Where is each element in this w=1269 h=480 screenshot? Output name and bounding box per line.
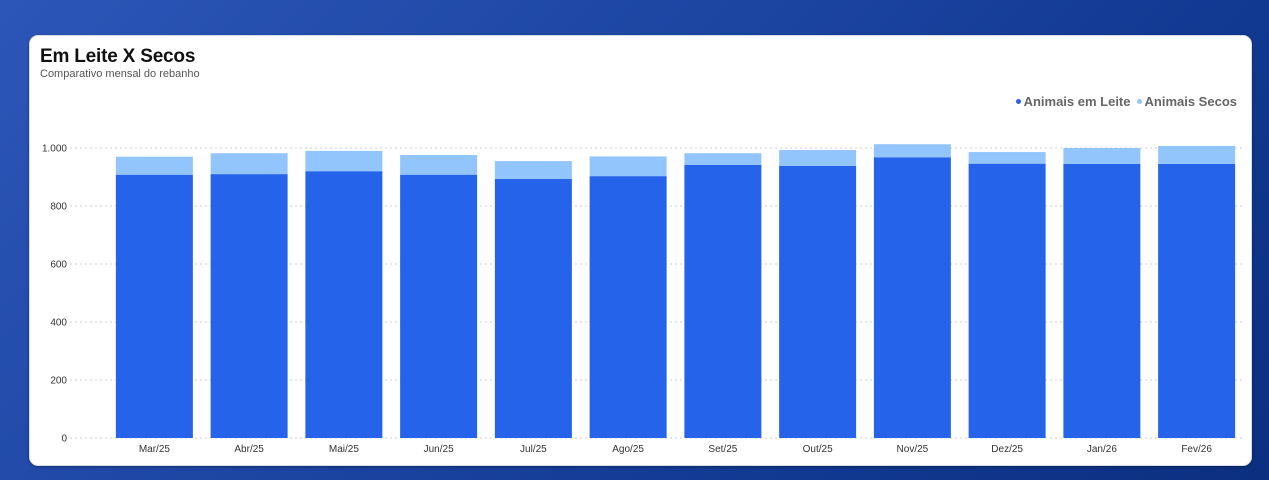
bar-em-leite[interactable]: [494, 179, 572, 438]
legend-item-secos[interactable]: Animais Secos: [1136, 94, 1238, 109]
bar-secos[interactable]: [210, 153, 288, 175]
x-tick-label: Nov/25: [897, 444, 929, 455]
bar-em-leite[interactable]: [1063, 163, 1141, 438]
bar-secos[interactable]: [779, 150, 857, 166]
bar-em-leite[interactable]: [305, 171, 383, 438]
x-tick-label: Abr/25: [234, 444, 264, 455]
bar-secos[interactable]: [305, 150, 383, 172]
legend-marker-em-leite: [1015, 99, 1021, 104]
bar-secos[interactable]: [115, 156, 193, 175]
axis-layer: 0 200 400 600 800 1.000 Mar/25 Abr/25 Mai/25 Jun/…: [42, 144, 1212, 456]
x-tick-label: Dez/25: [991, 444, 1023, 455]
x-tick-label: Jun/25: [424, 444, 454, 455]
x-tick-label: Mar/25: [139, 444, 171, 455]
y-tick-label: 800: [50, 202, 67, 213]
x-tick-label: Fev/26: [1181, 444, 1212, 455]
bar-secos[interactable]: [684, 153, 762, 165]
bar-layer: [115, 144, 1236, 439]
x-tick-label: Jul/25: [520, 444, 547, 455]
chart-card: Em Leite X Secos Comparativo mensal do r…: [29, 35, 1252, 466]
y-tick-label: 1.000: [42, 144, 67, 155]
chart-legend: Animais em Leite Animais Secos: [1015, 94, 1238, 109]
bar-em-leite[interactable]: [400, 174, 478, 438]
y-tick-label: 200: [50, 376, 67, 387]
bar-secos[interactable]: [1158, 145, 1236, 164]
chart-title: Em Leite X Secos: [40, 46, 196, 67]
legend-marker-secos: [1136, 99, 1142, 104]
bar-secos[interactable]: [968, 152, 1046, 164]
legend-item-em-leite[interactable]: Animais em Leite: [1015, 94, 1131, 109]
x-tick-label: Ago/25: [612, 444, 644, 455]
bar-secos[interactable]: [873, 144, 951, 158]
bar-em-leite[interactable]: [115, 174, 193, 438]
stacked-bar-chart: 0 200 400 600 800 1.000 Mar/25 Abr/25 Mai/25 Jun/…: [42, 144, 1244, 456]
bar-em-leite[interactable]: [210, 174, 288, 438]
bar-em-leite[interactable]: [779, 165, 857, 439]
legend-label-secos: Animais Secos: [1144, 94, 1238, 109]
x-tick-label: Mai/25: [329, 444, 359, 455]
y-tick-label: 600: [50, 260, 67, 271]
chart-subtitle: Comparativo mensal do rebanho: [40, 68, 200, 80]
x-tick-label: Set/25: [708, 444, 737, 455]
bar-em-leite[interactable]: [873, 157, 951, 438]
bar-em-leite[interactable]: [968, 163, 1046, 438]
bar-secos[interactable]: [400, 154, 478, 175]
y-tick-label: 400: [50, 318, 67, 329]
bar-secos[interactable]: [1063, 148, 1141, 164]
x-tick-label: Jan/26: [1087, 444, 1117, 455]
legend-label-em-leite: Animais em Leite: [1023, 94, 1131, 109]
y-tick-label: 0: [61, 434, 67, 445]
x-tick-label: Out/25: [803, 444, 833, 455]
bar-em-leite[interactable]: [1158, 163, 1236, 438]
bar-em-leite[interactable]: [589, 176, 667, 438]
bar-secos[interactable]: [494, 161, 572, 180]
bar-secos[interactable]: [589, 156, 667, 177]
bar-em-leite[interactable]: [684, 164, 762, 438]
